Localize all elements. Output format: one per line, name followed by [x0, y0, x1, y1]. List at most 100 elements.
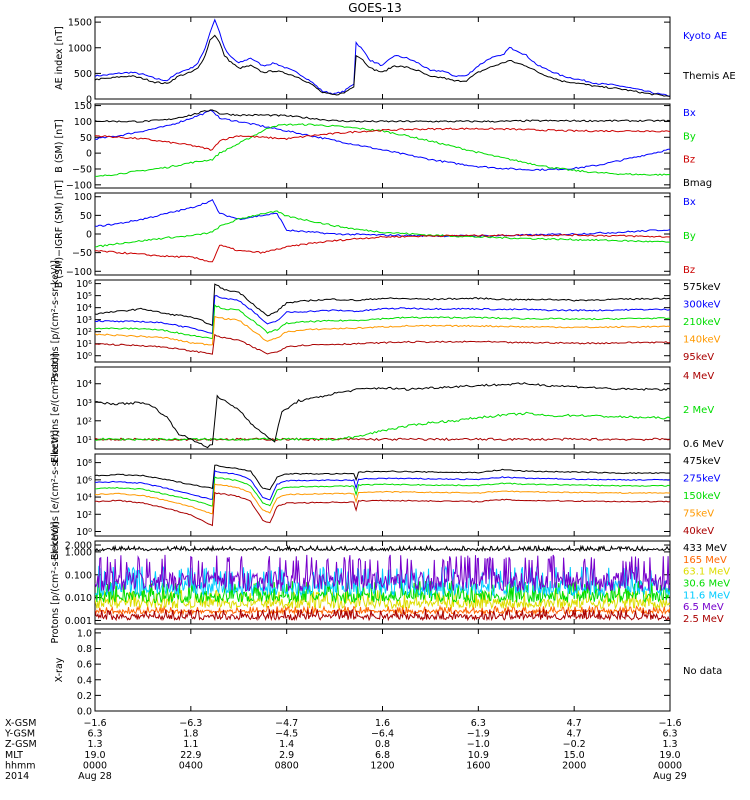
footer-cell: 19.0	[84, 750, 105, 761]
legend-label: 433 MeV	[683, 543, 727, 554]
legend: Bx By Bz	[683, 197, 696, 276]
footer-row-label: Z-GSM	[5, 739, 37, 750]
y-tick-label: 10⁴	[76, 379, 92, 390]
panel-xray: 0.00.20.40.60.81.0X-ray No data	[54, 628, 722, 717]
panel-frame	[95, 629, 670, 711]
series-line-bmag	[95, 110, 670, 122]
y-tick-label: 1000	[68, 43, 92, 54]
panel-frame	[95, 367, 670, 449]
panel-protons_mev: 0.0010.0100.1001.0002.000Protons [p/(cm²…	[50, 522, 730, 644]
y-tick-label: −100	[66, 267, 92, 278]
legend-label: 275keV	[683, 474, 721, 485]
footer-cell: 2.9	[279, 750, 294, 761]
legend-label: 150keV	[683, 491, 721, 502]
footer-row-label: MLT	[5, 750, 23, 761]
y-tick-label: 10²	[76, 510, 92, 521]
panel-ae: 050010001500AE index [nT] Kyoto AEThemis …	[54, 17, 736, 106]
y-tick-label: 1500	[68, 18, 92, 29]
y-tick-label: 10⁸	[76, 458, 92, 469]
legend-label: 475keV	[683, 456, 721, 467]
y-tick-label: 50	[80, 133, 92, 144]
y-tick-label: 0.2	[77, 691, 92, 702]
legend-label: By	[683, 131, 696, 142]
y-tick-label: 0.4	[77, 675, 92, 686]
y-tick-label: 10⁵	[76, 291, 92, 302]
series-group	[95, 200, 670, 262]
legend-label: Themis AE	[682, 71, 736, 82]
footer-cell: 1.4	[279, 739, 294, 750]
legend: 575keV 300keV 210keV 140keV 95keV	[683, 282, 721, 363]
y-axis-label: Protons [p/(cm²-s-sr-keV)]	[50, 522, 61, 644]
legend-label: Bz	[683, 155, 695, 166]
y-tick-label: 0.100	[65, 570, 92, 581]
legend: 4 MeV 2 MeV 0.6 MeV	[683, 371, 724, 450]
footer-cell: −1.6	[83, 718, 106, 729]
legend-label: Bmag	[683, 178, 712, 189]
footer-cell: 2000	[562, 760, 586, 771]
footer-cell: −6.4	[371, 729, 394, 740]
y-tick-label: 10¹	[76, 435, 92, 446]
series-group	[95, 465, 670, 525]
series-group	[95, 284, 670, 354]
legend: Kyoto AE Themis AE	[682, 31, 736, 82]
footer-cell: −4.5	[275, 729, 298, 740]
y-tick-label: 100	[74, 192, 92, 203]
footer-cell: Aug 29	[653, 771, 687, 782]
footer-cell: 0000	[658, 760, 682, 771]
legend-label: 95keV	[683, 352, 714, 363]
legend-label: 0.6 MeV	[683, 439, 724, 450]
y-tick-label: 0.6	[77, 660, 92, 671]
series-line-433-mev	[95, 546, 670, 550]
no-data-label: No data	[683, 666, 722, 677]
legend-label: By	[683, 231, 696, 242]
y-tick-label: 10⁶	[76, 279, 92, 290]
legend-label: 2 MeV	[683, 405, 714, 416]
legend: No data	[683, 666, 722, 677]
y-tick-label: 10⁶	[76, 475, 92, 486]
footer-cell: 0800	[275, 760, 299, 771]
series-group	[95, 383, 670, 448]
legend-label: 30.6 MeV	[683, 579, 730, 590]
panel-frame	[95, 454, 670, 536]
footer-cell: 6.8	[375, 750, 390, 761]
footer-cell: 1.1	[183, 739, 198, 750]
y-tick-label: 2.000	[65, 541, 92, 552]
footer-cell: 6.3	[87, 729, 102, 740]
series-line-75kev	[95, 484, 670, 514]
footer-cell: Aug 28	[78, 771, 112, 782]
footer-cell: −6.3	[179, 718, 202, 729]
y-tick-label: 10⁰	[76, 351, 92, 362]
footer-cell: 1200	[370, 760, 394, 771]
legend-label: 210keV	[683, 317, 721, 328]
series-line-95kev	[95, 335, 670, 355]
legend-label: 140keV	[683, 335, 721, 346]
y-tick-label: 0.8	[77, 644, 92, 655]
series-line-by	[95, 211, 670, 247]
footer-cell: 15.0	[564, 750, 585, 761]
y-axis-label: B (SM) [nT]	[54, 119, 65, 172]
series-line-475kev	[95, 465, 670, 490]
y-tick-label: 10⁴	[76, 493, 92, 504]
y-tick-label: 0	[86, 149, 92, 160]
footer-cell: 0400	[179, 760, 203, 771]
series-line-575kev	[95, 284, 670, 325]
legend-label: Bx	[683, 108, 696, 119]
footer-cell: 1.6	[375, 718, 390, 729]
y-tick-label: 10²	[76, 327, 92, 338]
series-group	[95, 546, 670, 620]
footer-cell: 19.0	[659, 750, 680, 761]
y-tick-label: 0.010	[65, 593, 92, 604]
y-tick-label: 10⁰	[76, 527, 92, 538]
y-tick-label: 1.0	[77, 628, 92, 639]
footer-cell: −1.9	[467, 729, 490, 740]
panel-bigrf: −100−50050100B (SM)−IGRF (SM) [nT] BxByBz	[54, 180, 696, 288]
series-line-bx	[95, 200, 670, 237]
legend-label: Bz	[683, 265, 695, 276]
footer-table: X-GSMY-GSMZ-GSMMLThhmm2014−1.66.31.319.0…	[4, 718, 687, 782]
footer-cell: −0.2	[563, 739, 586, 750]
legend-label: 165 MeV	[683, 555, 727, 566]
y-tick-label: −50	[72, 164, 92, 175]
footer-cell: 4.7	[567, 718, 582, 729]
footer-cell: −4.7	[275, 718, 298, 729]
y-axis-label: X-ray	[54, 657, 65, 682]
